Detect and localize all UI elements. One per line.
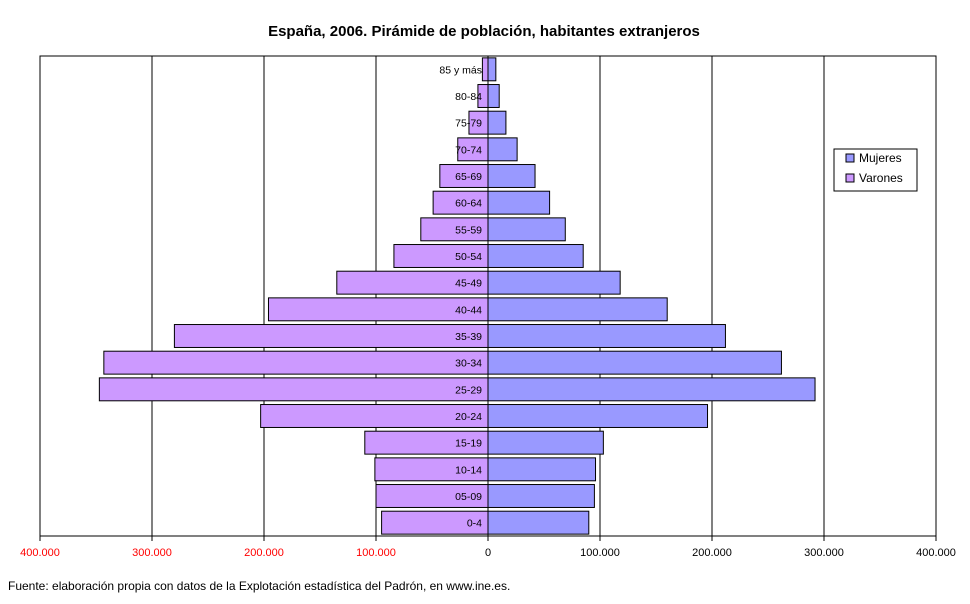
age-label: 85 y más xyxy=(439,64,482,76)
chart-title: España, 2006. Pirámide de población, hab… xyxy=(268,23,700,40)
x-tick-label: 400.000 xyxy=(916,547,956,559)
bars xyxy=(98,56,816,536)
bar-mujeres xyxy=(487,350,782,375)
legend-swatch xyxy=(845,173,855,183)
age-label: 35-39 xyxy=(455,331,482,343)
legend-swatch xyxy=(845,153,855,163)
age-label: 25-29 xyxy=(455,384,482,396)
age-label: 75-79 xyxy=(455,118,482,130)
age-label: 15-19 xyxy=(455,438,482,450)
bar-mujeres xyxy=(487,484,595,508)
x-tick-label: 300.000 xyxy=(132,547,172,559)
age-label: 05-09 xyxy=(455,491,482,503)
x-tick-label: 200.000 xyxy=(244,547,284,559)
bar-mujeres xyxy=(487,57,497,82)
bar-mujeres xyxy=(487,137,518,162)
bar-mujeres xyxy=(487,164,536,188)
legend: Mujeres Varones xyxy=(833,148,918,192)
age-label: 55-59 xyxy=(455,224,482,236)
age-label: 40-44 xyxy=(455,304,482,316)
age-label: 45-49 xyxy=(455,278,482,290)
legend-label: Varones xyxy=(859,171,903,185)
footer-source: Fuente: elaboración propia con datos de … xyxy=(8,579,510,593)
age-label: 30-34 xyxy=(455,358,482,370)
bar-mujeres xyxy=(487,510,590,535)
x-tick-label: 400.000 xyxy=(20,547,60,559)
bar-mujeres xyxy=(487,217,566,242)
bar-varones xyxy=(173,324,489,348)
age-label: 50-54 xyxy=(455,251,482,263)
bar-varones xyxy=(98,377,489,402)
age-label: 65-69 xyxy=(455,171,482,183)
bar-mujeres xyxy=(487,244,584,268)
legend-label: Mujeres xyxy=(859,151,902,165)
bar-mujeres xyxy=(487,297,668,322)
age-label: 10-14 xyxy=(455,464,482,476)
age-labels: 0-4 05-09 10-14 15-19 20-24 25-29 30-34 35-39 40… xyxy=(439,64,482,529)
x-tick-label: 100.000 xyxy=(356,547,396,559)
bar-varones xyxy=(481,57,489,82)
bar-mujeres xyxy=(487,110,507,135)
bar-mujeres xyxy=(487,457,597,482)
bar-mujeres xyxy=(487,270,621,295)
bar-mujeres xyxy=(487,377,816,402)
bar-mujeres xyxy=(487,404,709,428)
bar-varones xyxy=(260,404,489,428)
bar-mujeres xyxy=(487,190,551,215)
age-label: 60-64 xyxy=(455,198,482,210)
x-tick-label: 0 xyxy=(485,547,491,559)
bar-mujeres xyxy=(487,430,604,455)
bar-mujeres xyxy=(487,84,500,108)
age-label: 20-24 xyxy=(455,411,482,423)
bar-varones xyxy=(103,350,489,375)
bar-mujeres xyxy=(487,324,726,348)
x-tick-label: 100.000 xyxy=(580,547,620,559)
x-tick-label: 300.000 xyxy=(804,547,844,559)
x-axis-ticks: 400.000 300.000 200.000 100.000 0 100.000 200.… xyxy=(20,536,956,559)
age-label: 70-74 xyxy=(455,144,482,156)
age-label: 80-84 xyxy=(455,91,482,103)
x-tick-label: 200.000 xyxy=(692,547,732,559)
grid-lines xyxy=(151,56,825,536)
age-label: 0-4 xyxy=(467,518,482,530)
